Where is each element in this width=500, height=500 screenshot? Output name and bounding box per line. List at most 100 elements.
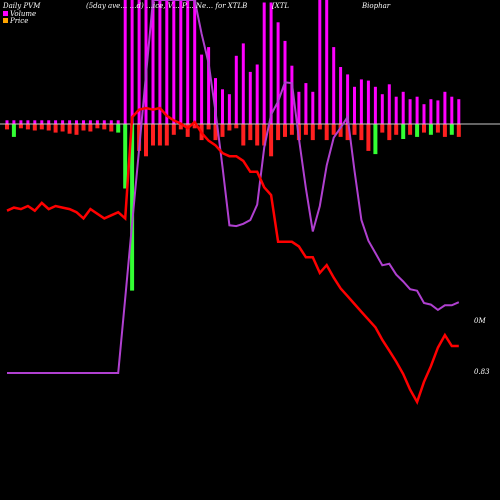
volume-bar: [325, 0, 329, 124]
net-volume-bar: [345, 124, 350, 141]
legend-price-label: Price: [9, 17, 28, 25]
net-volume-bar: [5, 124, 9, 130]
volume-bar: [276, 22, 280, 124]
net-volume-bar: [283, 124, 287, 137]
volume-bar: [109, 120, 113, 124]
header-right-b: Biophar: [361, 2, 391, 10]
net-volume-bar: [67, 124, 72, 134]
volume-bar: [200, 54, 204, 124]
net-volume-bar: [39, 124, 44, 130]
net-volume-bar: [317, 124, 322, 130]
net-volume-bar: [255, 124, 260, 146]
header-left: Daily PVM: [2, 2, 41, 10]
net-bars-group: [5, 124, 461, 291]
volume-bar: [227, 94, 231, 124]
net-volume-bar: [151, 124, 155, 146]
net-volume-bar: [338, 124, 343, 137]
net-volume-bar: [387, 124, 392, 141]
net-volume-bar: [81, 124, 86, 131]
volume-bar: [359, 79, 363, 124]
volume-bar: [394, 96, 398, 124]
volume-bar: [144, 0, 148, 124]
volume-bar: [207, 47, 211, 124]
net-volume-bar: [25, 124, 30, 130]
volume-bar: [422, 104, 426, 124]
net-volume-bar: [366, 124, 371, 151]
net-volume-bar: [220, 124, 225, 137]
net-volume-bar: [11, 124, 16, 137]
net-volume-bar: [442, 124, 447, 137]
net-volume-bar: [95, 124, 100, 129]
volume-bar: [95, 120, 99, 124]
net-volume-bar: [116, 124, 121, 133]
volume-bar: [401, 91, 405, 124]
net-volume-bar: [157, 124, 162, 146]
volume-bar: [130, 0, 134, 124]
net-volume-bar: [18, 124, 23, 129]
volume-bar: [373, 86, 377, 124]
volume-bar: [47, 120, 51, 124]
net-volume-bar: [241, 124, 246, 146]
volume-bar: [221, 89, 224, 124]
net-volume-bar: [408, 124, 413, 135]
net-volume-bar: [415, 124, 420, 137]
volume-bar: [116, 120, 120, 124]
net-volume-bar: [303, 124, 308, 135]
net-volume-bar: [206, 124, 211, 130]
net-volume-bar: [422, 124, 426, 133]
volume-bar: [5, 120, 9, 124]
volume-bar: [26, 120, 30, 124]
volume-bar: [457, 99, 461, 124]
net-volume-bar: [373, 124, 378, 155]
net-volume-bar: [310, 124, 315, 141]
legend-price-swatch: [3, 18, 8, 23]
net-volume-bar: [123, 124, 128, 189]
volume-bar: [12, 120, 16, 124]
net-volume-bar: [130, 124, 135, 291]
volume-bar: [158, 0, 162, 124]
net-volume-bar: [53, 124, 58, 133]
volume-bar: [380, 94, 384, 124]
volume-bar: [75, 120, 78, 124]
volume-bar: [241, 43, 245, 124]
net-volume-bar: [428, 124, 433, 135]
net-volume-bar: [164, 124, 169, 146]
volume-bar: [318, 0, 322, 124]
volume-bar: [436, 100, 440, 124]
net-volume-bar: [324, 124, 329, 141]
volume-bar: [68, 120, 72, 124]
net-volume-bar: [331, 124, 336, 135]
volume-bar: [88, 120, 92, 124]
volume-bar: [429, 99, 433, 124]
volume-line: [7, 0, 460, 374]
net-volume-bar: [248, 124, 253, 141]
volume-bar: [290, 65, 294, 124]
volume-bar: [408, 99, 412, 124]
volume-bar: [214, 78, 217, 124]
volume-bar: [304, 83, 308, 124]
net-volume-bar: [380, 124, 385, 133]
volume-bar: [353, 86, 356, 124]
volume-bar: [415, 96, 419, 124]
net-volume-bar: [60, 124, 65, 132]
volume-bar: [19, 120, 23, 124]
volume-bar: [234, 55, 238, 124]
net-volume-bar: [171, 124, 176, 135]
net-volume-bar: [456, 124, 461, 137]
volume-bar: [193, 0, 197, 124]
net-volume-bar: [449, 124, 454, 135]
net-volume-bar: [352, 124, 357, 135]
header-center: (5day ave… …d) …ice, V… P… Ne… for XTLB: [86, 2, 247, 10]
net-volume-bar: [32, 124, 37, 131]
volume-bar: [179, 0, 183, 124]
volume-bars-group: [5, 0, 461, 124]
volume-bar: [332, 47, 336, 124]
net-volume-bar: [269, 124, 274, 157]
volume-bar: [186, 0, 190, 124]
net-volume-bar: [234, 124, 239, 129]
net-volume-bar: [192, 124, 197, 129]
net-volume-bar: [401, 124, 406, 139]
volume-bar: [311, 91, 315, 124]
